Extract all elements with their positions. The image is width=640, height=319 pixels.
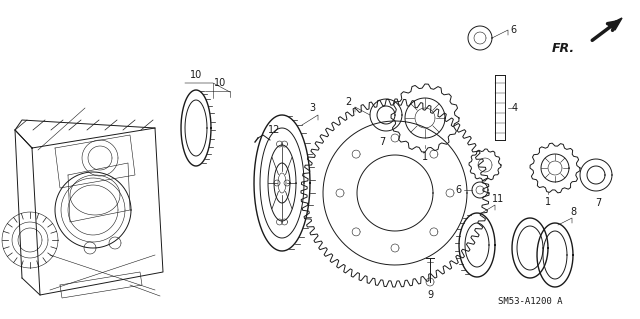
Text: 6: 6 [510, 25, 516, 35]
Text: SM53-A1200 A: SM53-A1200 A [498, 298, 563, 307]
Text: 10: 10 [190, 70, 202, 80]
Text: 3: 3 [309, 103, 315, 113]
Text: 4: 4 [512, 103, 518, 113]
Text: 8: 8 [570, 207, 576, 217]
Text: 1: 1 [422, 152, 428, 162]
Text: 2: 2 [345, 97, 351, 107]
Text: 11: 11 [492, 194, 504, 204]
Text: 7: 7 [595, 198, 601, 208]
Text: 1: 1 [545, 197, 551, 207]
Text: 6: 6 [456, 185, 462, 195]
Polygon shape [608, 18, 622, 30]
Text: 12: 12 [268, 125, 280, 135]
Text: 10: 10 [214, 78, 226, 88]
Text: 7: 7 [379, 137, 385, 147]
Text: FR.: FR. [552, 41, 575, 55]
Text: 9: 9 [427, 290, 433, 300]
